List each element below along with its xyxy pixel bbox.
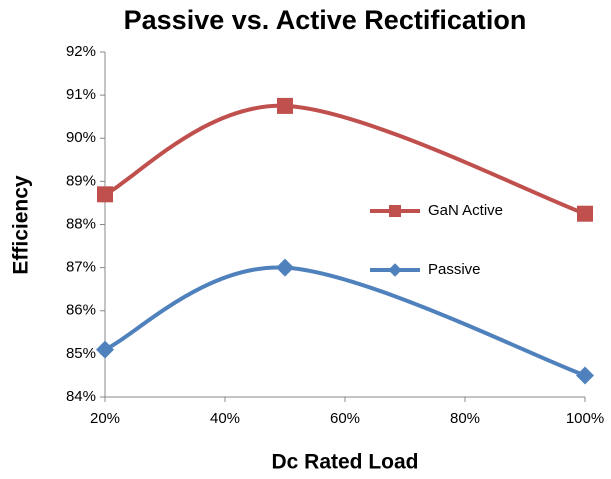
x-tick-label: 100% [566, 410, 604, 427]
x-tick-label: 40% [210, 410, 240, 427]
y-tick-label: 88% [66, 215, 96, 232]
data-point [97, 186, 113, 203]
legend-label: GaN Active [428, 202, 503, 219]
legend-marker [389, 205, 401, 217]
data-point [576, 366, 594, 385]
data-point [277, 97, 293, 114]
legend-marker [388, 263, 402, 277]
data-point [577, 205, 593, 222]
data-point [96, 340, 114, 359]
y-tick-label: 90% [66, 129, 96, 146]
x-tick-label: 20% [90, 410, 120, 427]
x-tick-label: 60% [330, 410, 360, 427]
y-tick-label: 84% [66, 388, 96, 405]
y-tick-label: 86% [66, 302, 96, 319]
y-tick-label: 87% [66, 259, 96, 276]
chart-title: Passive vs. Active Rectification [124, 5, 527, 35]
y-tick-label: 85% [66, 345, 96, 362]
y-tick-label: 91% [66, 86, 96, 103]
x-tick-label: 80% [450, 410, 480, 427]
y-tick-label: 92% [66, 43, 96, 60]
y-axis-title: Efficiency [10, 175, 33, 275]
y-tick-label: 89% [66, 172, 96, 189]
x-axis-title: Dc Rated Load [271, 451, 418, 474]
data-point [276, 258, 294, 277]
legend-label: Passive [428, 261, 481, 278]
